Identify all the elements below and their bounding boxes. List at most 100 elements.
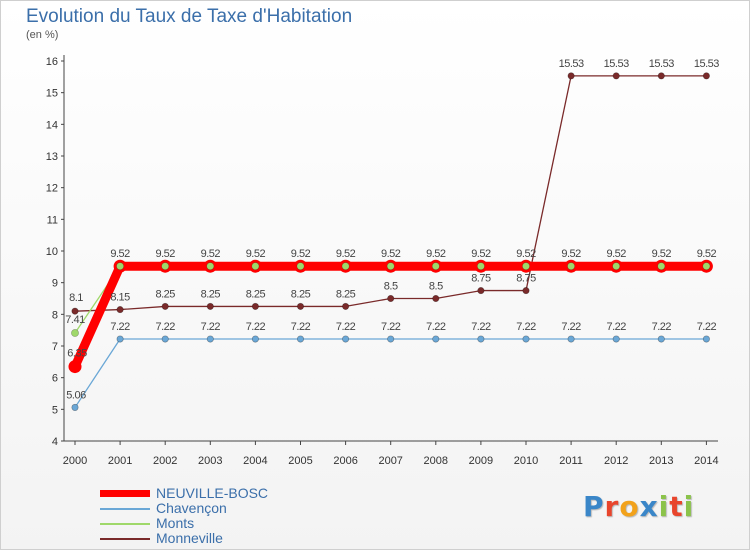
logo-letter: P (583, 490, 605, 523)
series-point-1 (251, 335, 259, 343)
series-point-top-2 (251, 262, 260, 271)
series-point-top-2 (206, 262, 215, 271)
series-point-1 (432, 335, 440, 343)
data-label-1: 7.22 (561, 321, 581, 333)
series-point-top-2 (71, 329, 79, 337)
series-point-3 (71, 307, 79, 315)
series-point-3 (116, 306, 124, 314)
series-point-3 (161, 302, 169, 310)
data-label-1: 7.22 (426, 321, 446, 333)
chart-data-labels: 6.35 9.52 9.52 9.52 9.52 9.52 9.52 9.52 9.52 9.52… (65, 58, 720, 402)
chart-title: Evolution du Taux de Taxe d'Habitation (26, 6, 353, 27)
data-label-1: 7.22 (381, 321, 401, 333)
chart-legend: NEUVILLE-BOSC Chavençon Monts Monneville (100, 486, 400, 546)
x-tick-label: 2010 (514, 455, 538, 467)
data-label-0: 9.52 (697, 248, 717, 260)
series-point-3 (387, 294, 395, 303)
y-tick-label: 4 (52, 436, 58, 448)
x-tick-label: 2005 (288, 455, 312, 467)
y-tick-label: 10 (46, 246, 58, 258)
legend-label-monneville: Monneville (156, 530, 223, 546)
data-label-0: 9.52 (291, 248, 311, 260)
series-line-1 (74, 338, 708, 409)
logo-letter: t (669, 490, 684, 523)
x-tick-label: 2012 (604, 455, 628, 467)
series-point-1 (567, 335, 575, 343)
series-point-top-2 (431, 262, 440, 271)
proxiti-logo: Proxiti (583, 490, 694, 523)
data-label-3: 8.25 (336, 288, 356, 300)
series-point-3 (657, 72, 665, 80)
data-label-0: 9.52 (246, 248, 266, 260)
series-point-top-2 (702, 262, 711, 271)
data-label-3: 8.5 (429, 281, 443, 293)
y-tick-label: 16 (46, 56, 58, 68)
series-point-3 (567, 72, 575, 80)
data-label-3: 15.53 (649, 58, 674, 70)
y-tick-label: 7 (52, 341, 58, 353)
data-label-3: 8.25 (246, 288, 266, 300)
y-tick-label: 15 (46, 88, 58, 100)
logo-letter: i (658, 490, 670, 523)
series-point-3 (702, 72, 710, 80)
data-label-1: 7.22 (155, 321, 175, 333)
data-label-0: 9.52 (201, 248, 221, 260)
x-tick-label: 2000 (63, 455, 87, 467)
legend-swatch-chavencon (100, 508, 150, 510)
x-tick-label: 2013 (649, 455, 673, 467)
y-tick-label: 8 (52, 309, 58, 321)
logo-letter: r (604, 490, 620, 523)
legend-swatch-monneville (100, 538, 150, 540)
x-tick-label: 2009 (469, 455, 493, 467)
legend-item-neuville-bosc: NEUVILLE-BOSC (100, 486, 400, 501)
y-tick-label: 12 (46, 183, 58, 195)
legend-label-neuville-bosc: NEUVILLE-BOSC (156, 485, 269, 501)
series-point-top-2 (161, 262, 170, 271)
data-label-3: 15.53 (559, 58, 584, 70)
series-point-1 (657, 335, 665, 343)
series-point-top-2 (567, 262, 575, 271)
series-point-0 (68, 360, 82, 374)
x-tick-label: 2002 (153, 455, 177, 467)
series-point-3 (296, 302, 305, 310)
legend-item-monneville: Monneville (100, 531, 400, 546)
series-point-3 (522, 287, 530, 295)
series-point-top-2 (612, 262, 621, 271)
data-label-1: 7.22 (246, 321, 266, 333)
series-point-1 (702, 335, 710, 343)
data-label-0: 9.52 (561, 248, 581, 260)
series-point-3 (342, 302, 350, 310)
data-label-0: 9.52 (426, 248, 446, 260)
legend-item-monts: Monts (100, 516, 400, 531)
data-label-3: 8.25 (155, 288, 175, 300)
data-label-1: 7.22 (652, 321, 672, 333)
y-tick-label: 9 (52, 278, 58, 290)
series-point-top-2 (116, 262, 124, 271)
data-label-3: 15.53 (694, 58, 719, 70)
series-point-1 (71, 403, 79, 411)
data-label-1: 5.06 (66, 389, 86, 401)
x-tick-label: 2014 (694, 455, 718, 467)
legend-label-chavencon: Chavençon (156, 500, 227, 516)
y-tick-label: 5 (52, 404, 58, 416)
series-point-1 (116, 335, 124, 343)
data-label-0: 9.52 (471, 248, 491, 260)
series-point-1 (612, 335, 620, 343)
legend-label-monts: Monts (156, 515, 195, 531)
x-tick-label: 2004 (243, 455, 267, 467)
data-label-0: 6.35 (67, 348, 87, 360)
chart-series (68, 72, 713, 411)
data-label-1: 7.22 (697, 321, 717, 333)
legend-swatch-neuville-bosc (100, 490, 150, 497)
data-label-0: 9.52 (110, 248, 130, 260)
series-line-3 (74, 75, 708, 312)
data-label-0: 9.52 (381, 248, 401, 260)
x-tick-label: 2003 (198, 455, 222, 467)
x-tick-label: 2007 (378, 455, 402, 467)
data-label-1: 7.22 (201, 321, 221, 333)
chart-axes: 4 5 6 7 8 9 10 11 12 13 14 15 16 2000 2001 2002 2003 2004… (46, 55, 719, 467)
chart-subtitle: (en %) (26, 29, 59, 41)
logo-letter: i (683, 490, 695, 523)
series-point-top-2 (657, 262, 666, 271)
